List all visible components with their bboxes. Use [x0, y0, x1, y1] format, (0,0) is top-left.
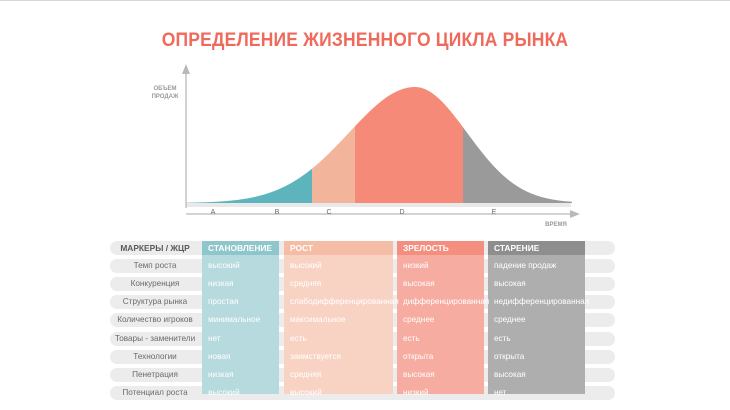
top-border [0, 0, 730, 1]
column-header: РОСТ [290, 243, 313, 253]
table-cell: заимствуется [290, 351, 341, 361]
column-header: ЗРЕЛОСТЬ [403, 243, 449, 253]
table-cell: среднее [403, 315, 435, 325]
row-label: Пенетрация [132, 369, 178, 379]
column-maturity [397, 241, 484, 394]
table-cell: высокий [290, 387, 322, 397]
x-axis-arrow [570, 210, 580, 218]
table-cell: минимальное [208, 315, 261, 325]
stage-letter-a: A [211, 209, 216, 216]
table-cell: нет [494, 387, 507, 397]
row-label: Структура рынка [122, 297, 188, 307]
x-axis-label: ВРЕМЯ [545, 222, 567, 228]
stage-letter-b: B [275, 209, 280, 216]
table-cell: открыта [403, 351, 434, 361]
table-cell: высокая [403, 279, 435, 289]
row-label: Конкуренция [130, 279, 180, 289]
lifecycle-chart: ОБЪЕМ ПРОДАЖ ВРЕМЯ A B C D E [152, 64, 580, 228]
table-cell: падение продаж [494, 261, 557, 271]
row-label: Потенциал роста [122, 387, 188, 397]
table-cell: дифференцированная [403, 297, 490, 307]
table-cell: высокая [494, 369, 526, 379]
row-label: Темп роста [133, 261, 177, 271]
table-cell: недифференцированная [494, 297, 590, 307]
table-cell: высокий [290, 261, 322, 271]
table-cell: высокий [208, 387, 240, 397]
table-cell: высокий [208, 261, 240, 271]
table-cell: низкий [403, 261, 429, 271]
table-cell: низкий [403, 387, 429, 397]
table-cell: слабодифференцированная [290, 297, 399, 307]
stage-letter-e: E [492, 209, 497, 216]
table-cell: есть [290, 333, 307, 343]
table-cell: нет [208, 333, 221, 343]
column-growth [284, 241, 393, 394]
table-cell: среднее [494, 315, 526, 325]
y-axis-arrow [182, 64, 190, 74]
table-cell: средняя [290, 279, 322, 289]
table-cell: новая [208, 351, 231, 361]
stage-region-c [312, 126, 355, 203]
stage-letter-d: D [399, 209, 404, 216]
table-cell: высокая [494, 279, 526, 289]
table-cell: низкая [208, 369, 234, 379]
row-label: Товары - заменители [114, 333, 196, 343]
column-header-bg [284, 241, 393, 255]
column-formation [202, 241, 279, 394]
y-axis-label-1: ОБЪЕМ [154, 86, 177, 92]
stage-region-d [355, 87, 463, 203]
stage-region-e [463, 127, 572, 203]
row-label: Количество игроков [117, 315, 193, 325]
row-label: Технологии [133, 351, 177, 361]
table-cell: открыта [494, 351, 525, 361]
table-cell: средняя [290, 369, 322, 379]
baseline-strip [186, 203, 571, 207]
table-cell: простая [208, 297, 239, 307]
y-axis-label-2: ПРОДАЖ [152, 94, 179, 100]
page-title: ОПРЕДЕЛЕНИЕ ЖИЗНЕННОГО ЦИКЛА РЫНКА [161, 30, 569, 51]
table-header-label: МАРКЕРЫ / ЖЦР [120, 243, 190, 253]
column-aging [488, 241, 585, 394]
column-header-bg [397, 241, 484, 255]
table-cell: есть [494, 333, 511, 343]
column-header: СТАНОВЛЕНИЕ [208, 243, 272, 253]
table-cell: максимальное [290, 315, 346, 325]
table-cell: высокая [403, 369, 435, 379]
stage-letter-c: C [326, 209, 331, 216]
table-cell: есть [403, 333, 420, 343]
column-header-bg [488, 241, 585, 255]
column-header: СТАРЕНИЕ [494, 243, 540, 253]
table-cell: низкая [208, 279, 234, 289]
stage-letters: A B C D E [211, 209, 497, 216]
stage-region-b [186, 168, 312, 203]
column-header-bg [202, 241, 279, 255]
stage-regions [186, 87, 572, 203]
